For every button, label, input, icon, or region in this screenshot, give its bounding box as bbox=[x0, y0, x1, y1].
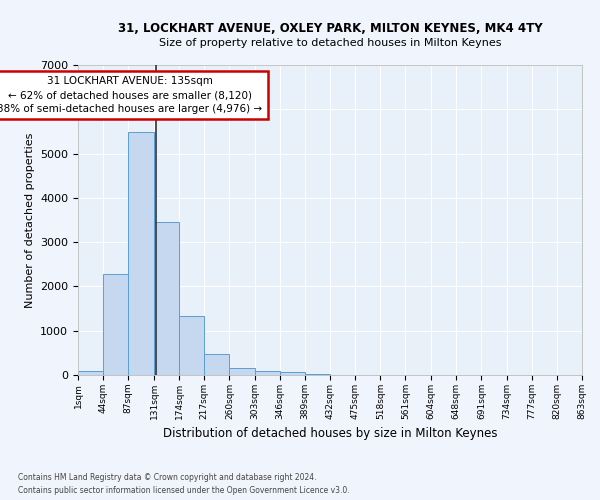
Y-axis label: Number of detached properties: Number of detached properties bbox=[25, 132, 35, 308]
Bar bbox=[254, 371, 280, 375]
Text: Size of property relative to detached houses in Milton Keynes: Size of property relative to detached ho… bbox=[159, 38, 501, 48]
Bar bbox=[179, 316, 204, 375]
Bar bbox=[204, 354, 229, 375]
Text: 31, LOCKHART AVENUE, OXLEY PARK, MILTON KEYNES, MK4 4TY: 31, LOCKHART AVENUE, OXLEY PARK, MILTON … bbox=[118, 22, 542, 36]
Bar bbox=[128, 132, 154, 375]
X-axis label: Distribution of detached houses by size in Milton Keynes: Distribution of detached houses by size … bbox=[163, 428, 497, 440]
Bar bbox=[280, 372, 305, 375]
Text: Contains HM Land Registry data © Crown copyright and database right 2024.: Contains HM Land Registry data © Crown c… bbox=[18, 474, 317, 482]
Text: Contains public sector information licensed under the Open Government Licence v3: Contains public sector information licen… bbox=[18, 486, 350, 495]
Bar bbox=[78, 370, 103, 375]
Bar bbox=[103, 274, 128, 375]
Bar bbox=[229, 368, 254, 375]
Bar bbox=[154, 222, 179, 375]
Bar bbox=[305, 374, 330, 375]
Text: 31 LOCKHART AVENUE: 135sqm
← 62% of detached houses are smaller (8,120)
38% of s: 31 LOCKHART AVENUE: 135sqm ← 62% of deta… bbox=[0, 76, 263, 114]
